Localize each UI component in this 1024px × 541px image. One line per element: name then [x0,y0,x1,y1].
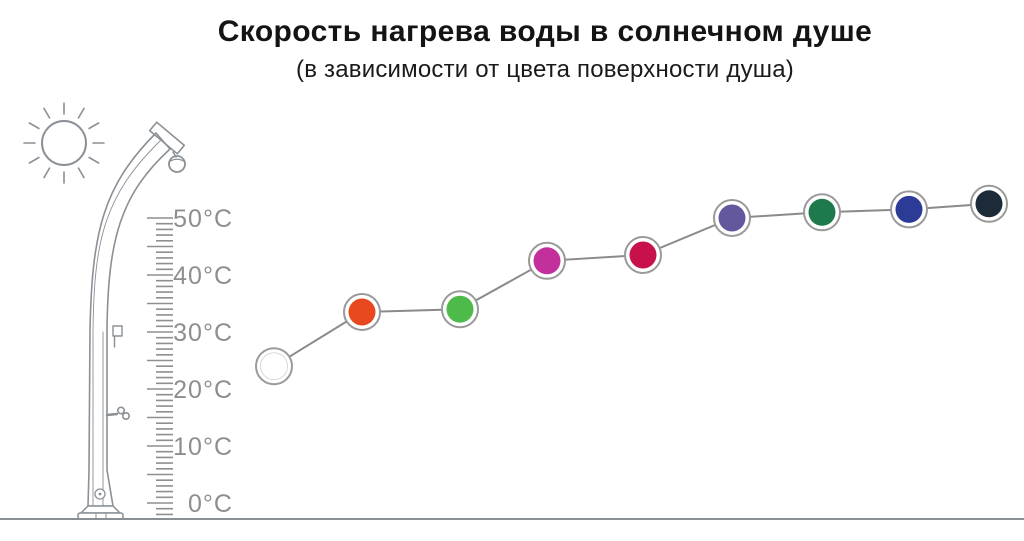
point-fill [808,198,836,226]
point-fill [895,195,923,223]
point-fill [718,204,746,232]
point-dark-green [803,193,841,232]
point-fill [975,190,1003,218]
page-subtitle: (в зависимости от цвета поверхности душа… [296,56,794,83]
point-crimson [624,236,662,274]
shower-head-band [168,158,186,163]
water-tap [105,406,131,420]
temp-label-50: 50°C [173,205,233,233]
thermometer-scale [147,217,173,516]
sun-icon [23,102,105,184]
point-magenta [528,241,566,280]
page-title: Скорость нагрева воды в солнечном душе [217,15,873,48]
point-violet [713,199,751,237]
temp-label-30: 30°C [173,319,233,347]
point-dark-navy [970,184,1008,223]
collector-cap [148,121,186,155]
shower-head [168,155,186,173]
shower-foot [77,505,124,520]
point-fill [446,295,474,323]
heating-line-series [255,184,1008,386]
handle-lever [112,325,123,348]
temp-label-20: 20°C [173,376,233,404]
point-green [441,290,479,329]
temp-label-0: 0°C [188,490,233,518]
point-fill [348,298,376,326]
solar-shower-illustration [77,121,186,520]
point-orange [343,293,381,331]
point-fill [260,352,288,381]
point-fill [533,247,561,275]
shower-column-inner-lines [92,140,161,506]
temp-label-40: 40°C [173,262,233,290]
point-fill [629,241,657,269]
temperature-labels: 0°C 10°C 20°C 30°C 40°C 50°C [173,205,233,518]
point-blue [890,190,928,229]
heating-curve [273,202,990,368]
temp-label-10: 10°C [173,433,233,461]
shower-column [87,132,171,507]
base-plug [94,488,106,500]
point-white [255,347,293,386]
